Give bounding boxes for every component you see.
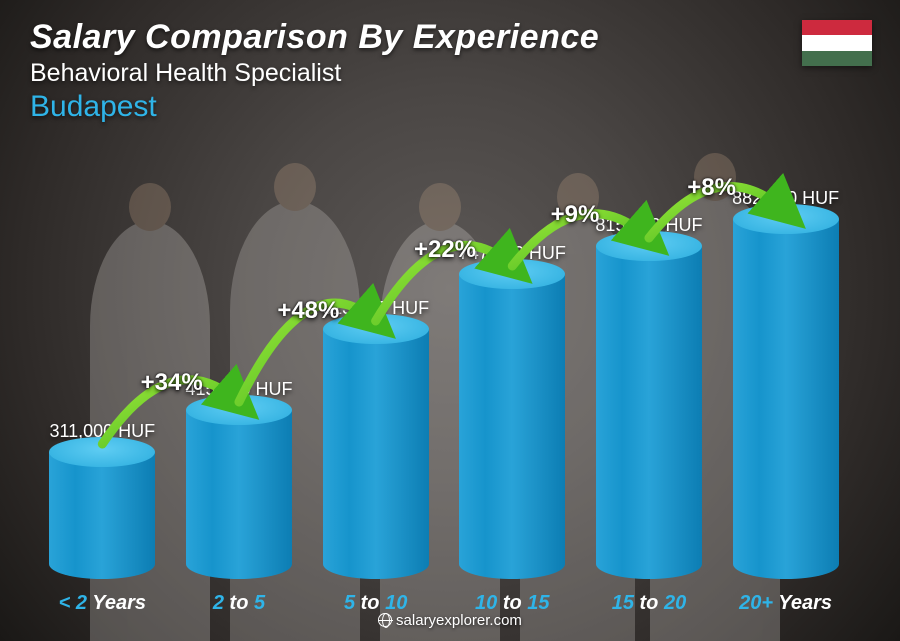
growth-arc-label: +9%	[551, 201, 600, 229]
footer-text: salaryexplorer.com	[396, 612, 522, 629]
bar-chart: 311,000 HUF415,000 HUF613,000 HUF747,000…	[34, 99, 854, 579]
chart-title: Salary Comparison By Experience	[30, 18, 599, 57]
growth-arc-label: +34%	[141, 369, 203, 397]
growth-arcs-layer	[34, 99, 854, 579]
chart-subtitle: Behavioral Health Specialist	[30, 59, 599, 88]
growth-arc-label: +22%	[414, 236, 476, 264]
growth-arc-label: +8%	[687, 174, 736, 202]
footer-attribution: salaryexplorer.com	[0, 612, 900, 629]
growth-arc-label: +48%	[277, 297, 339, 325]
country-flag-hungary	[802, 20, 872, 66]
globe-icon	[378, 613, 392, 627]
